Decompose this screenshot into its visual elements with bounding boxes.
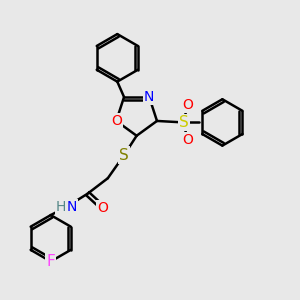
Text: O: O <box>98 201 109 215</box>
Text: H: H <box>56 200 66 214</box>
Text: S: S <box>179 115 189 130</box>
Text: O: O <box>111 114 122 128</box>
Text: O: O <box>182 98 193 112</box>
Text: F: F <box>46 254 55 269</box>
Text: N: N <box>66 200 77 214</box>
Text: O: O <box>182 133 193 147</box>
Text: N: N <box>144 90 154 104</box>
Text: S: S <box>119 148 129 163</box>
